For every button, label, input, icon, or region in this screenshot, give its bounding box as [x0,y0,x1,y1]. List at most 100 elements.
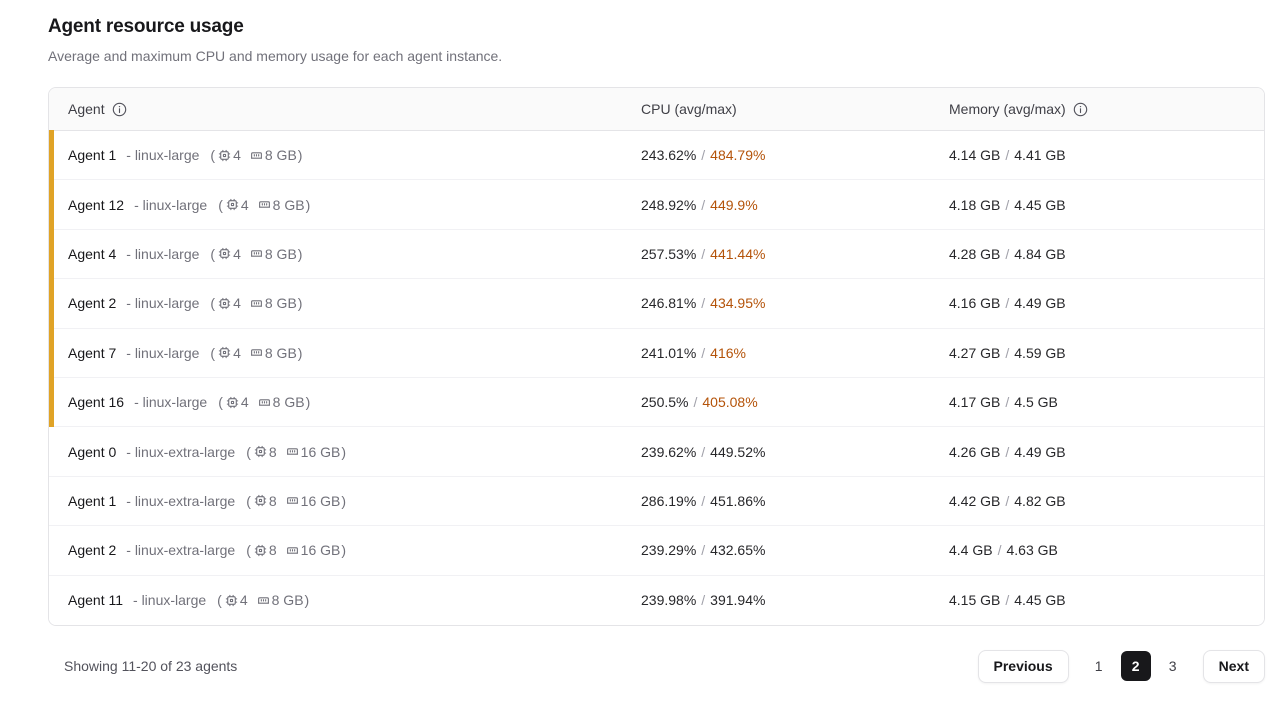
agent-specs: (4 8 GB) [218,197,310,213]
agent-instance-type: - linux-large [134,196,208,213]
agent-specs: (8 16 GB) [246,542,346,558]
agent-instance-type: - linux-large [126,344,200,361]
agent-name: Agent 2 [68,542,117,559]
memory-max-value: 4.59 GB [1014,344,1066,361]
info-icon[interactable] [112,102,127,117]
memory-usage-cell: 4.18 GB/4.45 GB [949,197,1264,213]
cpu-max-value: 416% [710,344,746,361]
agent-cell: Agent 1 - linux-extra-large (8 16 GB) [68,493,641,509]
table-row: Agent 12 - linux-large (4 8 GB) 248.92%/4… [49,179,1264,231]
agent-cpu-count: 4 [233,295,241,312]
agent-specs: (4 8 GB) [210,246,302,262]
column-header-cpu: CPU (avg/max) [641,101,949,117]
cpu-chip-icon [226,198,239,211]
memory-avg-value: 4.42 GB [949,492,1001,509]
memory-usage-cell: 4.4 GB/4.63 GB [949,542,1264,558]
cpu-chip-icon [218,346,231,359]
column-header-agent-label: Agent [68,101,105,117]
specs-close-paren: ) [305,196,311,213]
memory-avg-value: 4.4 GB [949,542,993,559]
specs-open-paren: ( [217,592,222,609]
agent-cell: Agent 7 - linux-large (4 8 GB) [68,345,641,361]
table-row: Agent 0 - linux-extra-large (8 16 GB) 239… [49,427,1264,477]
cpu-usage-cell: 257.53%/441.44% [641,246,949,262]
memory-max-value: 4.63 GB [1006,542,1058,559]
page-1-button[interactable]: 1 [1084,651,1114,681]
page-3-button[interactable]: 3 [1158,651,1188,681]
value-separator: / [1005,443,1010,460]
value-separator: / [1005,344,1010,361]
value-separator: / [701,196,706,213]
cpu-avg-value: 250.5% [641,394,689,411]
value-separator: / [1005,492,1010,509]
specs-open-paren: ( [210,344,216,361]
agent-instance-type: - linux-large [126,147,200,164]
results-summary: Showing 11-20 of 23 agents [64,658,238,675]
agent-name: Agent 4 [68,245,117,262]
cpu-usage-cell: 243.62%/484.79% [641,147,949,163]
memory-avg-value: 4.16 GB [949,295,1001,312]
specs-open-paren: ( [218,394,223,411]
agent-name: Agent 11 [68,592,124,609]
agent-instance-type: - linux-large [134,394,208,411]
cpu-chip-icon [226,396,239,409]
agent-instance-type: - linux-extra-large [126,542,236,559]
memory-usage-cell: 4.14 GB/4.41 GB [949,147,1264,163]
agent-instance-type: - linux-extra-large [126,492,236,509]
value-separator: / [701,245,706,262]
table-row: Agent 1 - linux-extra-large (8 16 GB) 286… [49,476,1264,527]
cpu-max-value: 434.95% [710,295,766,312]
agent-cpu-count: 4 [240,196,249,213]
agent-cell: Agent 1 - linux-large (4 8 GB) [68,147,641,163]
agent-memory-size: 16 GB [300,542,341,559]
agent-memory-size: 8 GB [264,245,297,262]
agent-name: Agent 16 [68,394,125,411]
cpu-usage-cell: 286.19%/451.86% [641,493,949,509]
table-row: Agent 7 - linux-large (4 8 GB) 241.01%/41… [49,327,1264,379]
previous-page-button[interactable]: Previous [977,649,1069,683]
agent-cpu-count: 8 [268,443,277,460]
specs-close-paren: ) [341,542,347,559]
agent-cell: Agent 12 - linux-large (4 8 GB) [68,197,641,213]
table-row: Agent 2 - linux-large (4 8 GB) 246.81%/43… [49,278,1264,329]
next-page-button[interactable]: Next [1202,649,1265,683]
agent-cpu-count: 4 [233,147,241,164]
cpu-usage-cell: 246.81%/434.95% [641,295,949,311]
cpu-usage-cell: 239.29%/432.65% [641,542,949,558]
memory-max-value: 4.41 GB [1014,147,1066,164]
table-row: Agent 16 - linux-large (4 8 GB) 250.5%/40… [49,376,1264,428]
memory-usage-cell: 4.15 GB/4.45 GB [949,592,1264,608]
specs-close-paren: ) [297,344,303,361]
agent-instance-type: - linux-large [133,592,207,609]
agent-memory-size: 8 GB [264,295,297,312]
value-separator: / [1005,245,1010,262]
cpu-chip-icon [218,297,231,310]
specs-open-paren: ( [210,295,216,312]
page-subtitle: Average and maximum CPU and memory usage… [48,48,503,64]
value-separator: / [701,443,706,460]
specs-close-paren: ) [341,492,347,509]
memory-icon [250,247,263,260]
cpu-avg-value: 257.53% [641,245,697,262]
page-2-button[interactable]: 2 [1120,651,1151,682]
value-separator: / [1005,147,1010,164]
memory-avg-value: 4.17 GB [949,394,1001,411]
info-icon[interactable] [1073,102,1088,117]
page-title: Agent resource usage [48,16,244,37]
agent-cpu-count: 8 [268,542,277,559]
memory-avg-value: 4.28 GB [949,245,1001,262]
cpu-avg-value: 246.81% [641,295,697,312]
agent-specs: (4 8 GB) [217,592,309,608]
cpu-usage-cell: 239.62%/449.52% [641,444,949,460]
agent-cell: Agent 2 - linux-extra-large (8 16 GB) [68,542,641,558]
specs-open-paren: ( [218,196,223,213]
memory-icon [250,297,263,310]
agent-specs: (4 8 GB) [218,394,310,410]
value-separator: / [693,394,698,411]
agent-cpu-count: 8 [268,492,277,509]
table-row: Agent 2 - linux-extra-large (8 16 GB) 239… [49,526,1264,576]
agent-cpu-count: 4 [233,344,241,361]
agent-name: Agent 7 [68,344,117,361]
